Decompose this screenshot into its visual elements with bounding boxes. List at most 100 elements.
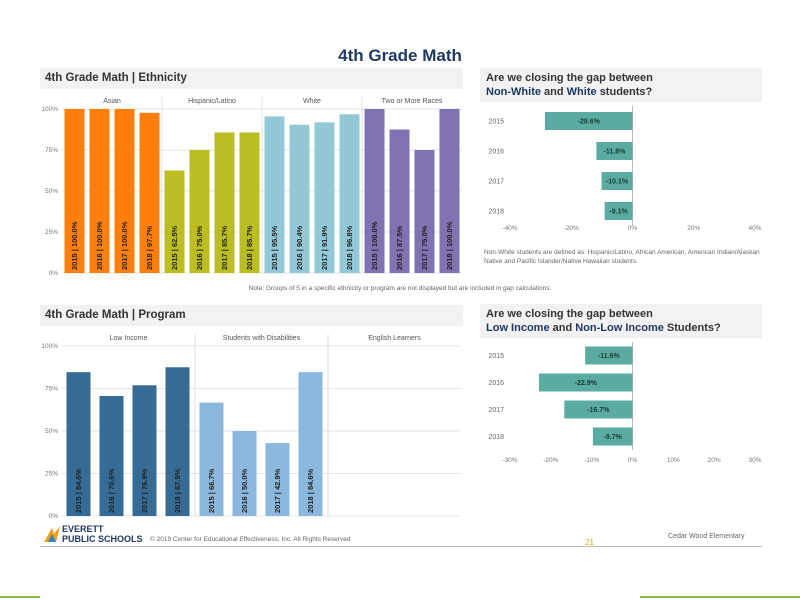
bar — [289, 124, 310, 273]
gap-bar — [544, 112, 633, 130]
x-tick-label: -40% — [502, 225, 517, 232]
bar — [139, 112, 160, 273]
bottom-accent-left — [0, 596, 40, 598]
y-tick-label: 100% — [41, 106, 58, 113]
bar — [414, 150, 435, 273]
footer-divider — [40, 546, 762, 547]
ethnicity-bar-chart: 0% 25% 50% 75% 100% Asian 2015 | 100.0% 2016 | … — [41, 97, 462, 277]
gap-bar-label: -28.6% — [578, 119, 601, 126]
gap-bar-label: -11.6% — [598, 353, 621, 360]
bar-data-label: 2018 | 100.0% — [445, 221, 454, 270]
bar — [298, 372, 323, 516]
bar — [214, 132, 235, 273]
group-label: Low Income — [110, 335, 148, 342]
gap2-question-line2: Low Income and Non-Low Income Students? — [486, 321, 756, 335]
bar-data-label: 2015 | 66.7% — [207, 468, 216, 513]
bar — [64, 109, 85, 273]
gap1-and: and — [544, 86, 564, 98]
x-tick-label: -20% — [564, 225, 579, 232]
bar-data-label: 2017 | 85.7% — [220, 225, 229, 270]
gap-bar-label: -11.8% — [604, 149, 627, 156]
row-year-label: 2018 — [488, 434, 504, 441]
row-year-label: 2015 — [488, 353, 504, 360]
gap2-group-a: Low Income — [486, 322, 550, 334]
gap-bar — [585, 346, 633, 365]
gap-bar-label: -10.1% — [606, 179, 629, 186]
bar-data-label: 2017 | 100.0% — [120, 221, 129, 270]
bar — [232, 431, 257, 516]
bar — [199, 402, 224, 516]
bar — [114, 109, 135, 273]
gap-bar — [596, 142, 633, 160]
footer-copyright: © 2019 Center for Educational Effectiven… — [150, 536, 351, 543]
footer-school: Cedar Wood Elementary — [668, 533, 745, 540]
bar-data-label: 2015 | 84.6% — [74, 468, 83, 513]
bar-data-label: 2018 | 87.5% — [173, 468, 182, 513]
bar — [364, 109, 385, 273]
gap-bar — [604, 202, 633, 220]
bar-data-label: 2017 | 91.9% — [320, 225, 329, 270]
row-year-label: 2016 — [488, 380, 504, 387]
group-label: Two or More Races — [382, 98, 443, 105]
y-tick-label: 50% — [45, 188, 58, 195]
bar-data-label: 2015 | 100.0% — [70, 221, 79, 270]
bar-data-label: 2018 | 84.6% — [306, 468, 315, 513]
row-year-label: 2015 — [488, 119, 504, 126]
y-tick-label: 25% — [45, 229, 58, 236]
gap1-question: Are we closing the gap between Non-White… — [480, 68, 762, 102]
x-tick-label: 40% — [748, 225, 761, 232]
group-label: Asian — [103, 98, 121, 105]
x-tick-label: 10% — [667, 457, 680, 464]
bar-data-label: 2016 | 90.4% — [295, 225, 304, 270]
row-year-label: 2016 — [488, 149, 504, 156]
logo-line1: EVERETT — [62, 524, 104, 534]
bar-data-label: 2015 | 100.0% — [370, 221, 379, 270]
bar — [164, 170, 185, 273]
x-tick-label: 20% — [708, 457, 721, 464]
gap-bar-label: -9.1% — [609, 209, 628, 216]
gap1-bar-chart: 2015 -28.6% 2016 -11.8% 2017 -10.1% 2018 -9.1% -… — [488, 106, 762, 232]
x-tick-label: 30% — [748, 457, 761, 464]
program-bar-chart: 0% 25% 50% 75% 100% Low Income 2015 | 84.6% 201… — [41, 334, 461, 520]
gap-bar — [538, 373, 633, 392]
bar-data-label: 2017 | 42.9% — [273, 468, 282, 513]
bar-data-label: 2016 | 75.0% — [195, 225, 204, 270]
gap-bar — [564, 400, 633, 419]
gap1-note: Non-White students are defined as: Hispa… — [484, 249, 760, 265]
bar — [189, 150, 210, 273]
bar — [66, 372, 91, 516]
group-label: Hispanic/Latino — [188, 98, 236, 105]
gap2-bar-chart: 2015 -11.6% 2016 -22.9% 2017 -16.7% 2018 -9.7% -… — [488, 342, 762, 464]
bar-data-label: 2016 | 70.6% — [107, 468, 116, 513]
group-label: White — [303, 98, 321, 105]
gap1-group-a: Non-White — [486, 86, 541, 98]
x-tick-label: 0% — [628, 225, 638, 232]
bar — [314, 122, 335, 273]
page-title: 4th Grade Math — [338, 46, 462, 65]
gap1-group-b: White — [566, 86, 597, 98]
gap-bar — [592, 427, 633, 446]
bar — [439, 109, 460, 273]
gap1-question-line2: Non-White and White students? — [486, 85, 756, 99]
bar — [165, 367, 190, 516]
bar-data-label: 2018 | 85.7% — [245, 225, 254, 270]
bar-data-label: 2015 | 95.5% — [270, 225, 279, 270]
ethnicity-note: Note: Groups of 5 in a specific ethnicit… — [248, 285, 552, 292]
row-year-label: 2017 — [488, 179, 504, 186]
x-tick-label: -10% — [584, 457, 599, 464]
gap2-group-b: Non-Low Income — [575, 322, 664, 334]
bar-data-label: 2018 | 97.7% — [145, 225, 154, 270]
bar — [265, 443, 290, 516]
group-label: Students with Disabilities — [223, 335, 301, 342]
group-label: English Learners — [368, 335, 421, 342]
bottom-accent-right — [640, 596, 800, 598]
bar-data-label: 2018 | 96.8% — [345, 225, 354, 270]
bar — [389, 129, 410, 273]
row-year-label: 2018 — [488, 209, 504, 216]
x-tick-label: 20% — [687, 225, 700, 232]
bar — [132, 385, 157, 516]
y-tick-label: 75% — [45, 147, 58, 154]
bar — [339, 114, 360, 273]
row-year-label: 2017 — [488, 407, 504, 414]
everett-logo-icon — [44, 526, 60, 542]
